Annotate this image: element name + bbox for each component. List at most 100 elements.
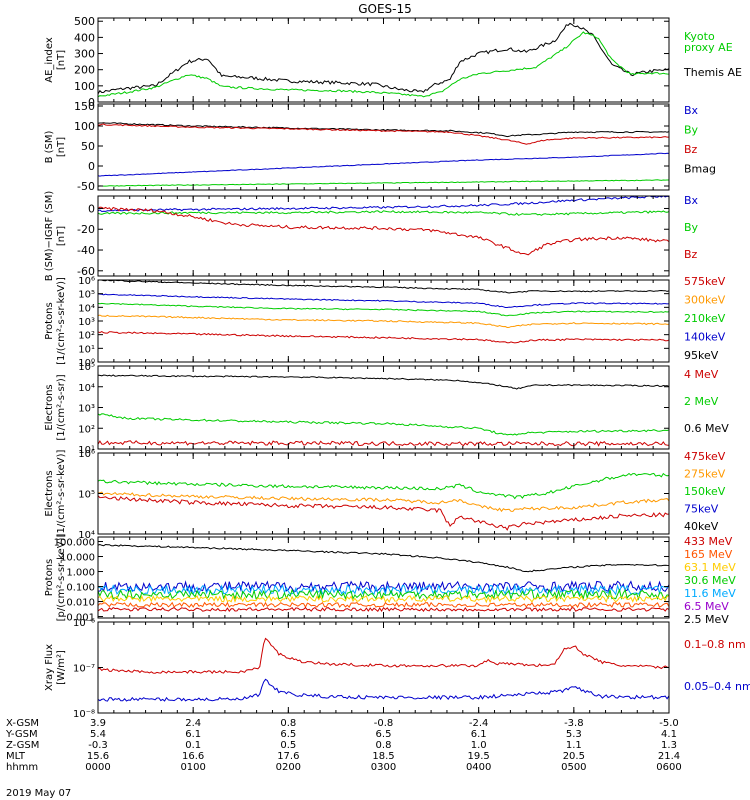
legend-entry: 0.05–0.4 nm — [684, 680, 750, 693]
ytick-label: 400 — [74, 31, 95, 44]
ytick-label: 1.000 — [66, 568, 95, 579]
ylabel: AE_index — [44, 37, 55, 83]
ytick-label: 0.001 — [66, 613, 95, 624]
legend-entry: Bmag — [684, 163, 716, 176]
time-row-value: 21.4 — [658, 751, 680, 762]
time-row-value: 20.5 — [563, 751, 585, 762]
panel-frame — [97, 103, 670, 191]
ylabel: [1/(cm²-s-sr)] — [56, 374, 67, 440]
time-row-value: -5.0 — [659, 718, 679, 729]
series-4-5 — [98, 331, 669, 344]
time-row-value: -2.4 — [469, 718, 489, 729]
time-row-value: 0.8 — [376, 740, 392, 751]
ylabel: Electrons — [44, 384, 55, 430]
series-4-2 — [98, 293, 669, 308]
series-2-2 — [98, 123, 669, 145]
date-label: 2019 May 07 — [6, 788, 71, 799]
ytick-label: 50 — [81, 140, 95, 153]
ylabel: [p/(cm²-s-sr-keV)] — [56, 534, 67, 622]
ylabel: [nT] — [56, 226, 67, 246]
ylabel: Electrons — [44, 470, 55, 516]
time-row-value: 6.5 — [280, 729, 296, 740]
series-1-2 — [98, 31, 669, 98]
time-row-value: 4.1 — [661, 729, 677, 740]
legend-entry: 165 MeV — [684, 548, 733, 561]
ytick-label: 100 — [74, 80, 95, 93]
legend-entry: 210keV — [684, 312, 726, 325]
series-2-3 — [98, 152, 669, 177]
legend-entry: 75keV — [684, 503, 719, 516]
ytick-label: 10⁴ — [78, 303, 95, 314]
ytick-label: 0.100 — [66, 583, 95, 594]
time-row-value: 18.5 — [372, 751, 394, 762]
legend-entry: 0.6 MeV — [684, 422, 729, 435]
series-3-3 — [98, 206, 669, 256]
ylabel: [nT] — [56, 50, 67, 70]
series-2-1 — [98, 122, 669, 138]
ylabel: Protons — [44, 302, 55, 339]
legend-entry: Kyoto — [684, 30, 715, 43]
panel-frame — [97, 452, 670, 535]
time-row-value: 6.5 — [376, 729, 392, 740]
series-6-2 — [98, 491, 669, 513]
ytick-label: 10⁶ — [78, 449, 95, 460]
ylabel: B (SM) — [44, 130, 55, 163]
time-row-value: 0500 — [561, 762, 586, 773]
panel-frame — [97, 17, 670, 103]
legend-entry: Bz — [684, 248, 698, 261]
time-row-value: 6.1 — [185, 729, 201, 740]
ytick-label: -50 — [77, 180, 95, 193]
legend-entry: 40keV — [684, 520, 719, 533]
series-7-4 — [98, 588, 669, 601]
legend-entry: 6.5 MeV — [684, 600, 729, 613]
legend-entry: 575keV — [684, 275, 726, 288]
ylabel: Protons — [44, 559, 55, 596]
time-row-value: 17.6 — [277, 751, 299, 762]
series-7-5 — [98, 594, 669, 604]
ylabel: [W/m²] — [56, 650, 67, 685]
time-row-value: -3.8 — [564, 718, 584, 729]
series-3-2 — [98, 210, 669, 216]
time-row-value: -0.3 — [88, 740, 108, 751]
series-7-2 — [98, 580, 669, 594]
series-5-2 — [98, 413, 669, 436]
ytick-label: 10³ — [78, 317, 95, 328]
time-axis: X-GSM 3.9 2.4 0.8 -0.8 -2.4 -3.8 -5.0 Y-GSM 5.4 6.… — [5, 718, 682, 773]
series-6-1 — [98, 495, 669, 531]
time-row-value: 0.5 — [280, 740, 296, 751]
legend-entry: Bx — [684, 194, 699, 207]
time-row-value: 6.1 — [471, 729, 487, 740]
ytick-label: -20 — [77, 223, 95, 236]
series-5-1 — [98, 374, 669, 390]
legend-entry: 2 MeV — [684, 395, 719, 408]
legend-entry: 95keV — [684, 349, 719, 362]
ytick-label: 100.000 — [54, 538, 95, 549]
time-row-label: Z-GSM — [6, 740, 39, 751]
ytick-label: 10⁻⁸ — [73, 709, 95, 720]
time-row-value: 5.4 — [90, 729, 106, 740]
legend-entry: Themis AE — [683, 66, 742, 79]
legend-entry: 63.1 MeV — [684, 561, 736, 574]
ytick-label: 10⁶ — [78, 276, 95, 287]
ytick-label: 10² — [78, 331, 95, 342]
ylabel: Xray Flux — [44, 644, 55, 691]
ytick-label: 500 — [74, 15, 95, 28]
legend-entry: By — [684, 221, 699, 234]
ytick-label: 10⁵ — [78, 290, 95, 301]
time-row-value: 5.3 — [566, 729, 582, 740]
legend-entry: Bz — [684, 143, 698, 156]
panel-frame — [97, 195, 670, 277]
legend-entry: 11.6 MeV — [684, 587, 736, 600]
legend-entry: 150keV — [684, 485, 726, 498]
ytick-label: 0 — [88, 202, 95, 215]
time-row-value: 15.6 — [87, 751, 109, 762]
time-row-value: 19.5 — [468, 751, 490, 762]
legend-entry: 0.1–0.8 nm — [684, 638, 746, 651]
time-row-value: 0300 — [371, 762, 396, 773]
ytick-label: 10³ — [78, 404, 95, 415]
time-row-value: 0600 — [656, 762, 681, 773]
panel-3: -60 -40 -20 0 B (SM)−IGRF (SM) [nT] Bx By Bz — [44, 191, 699, 282]
ytick-label: 10² — [78, 424, 95, 435]
time-row-value: 0400 — [466, 762, 491, 773]
